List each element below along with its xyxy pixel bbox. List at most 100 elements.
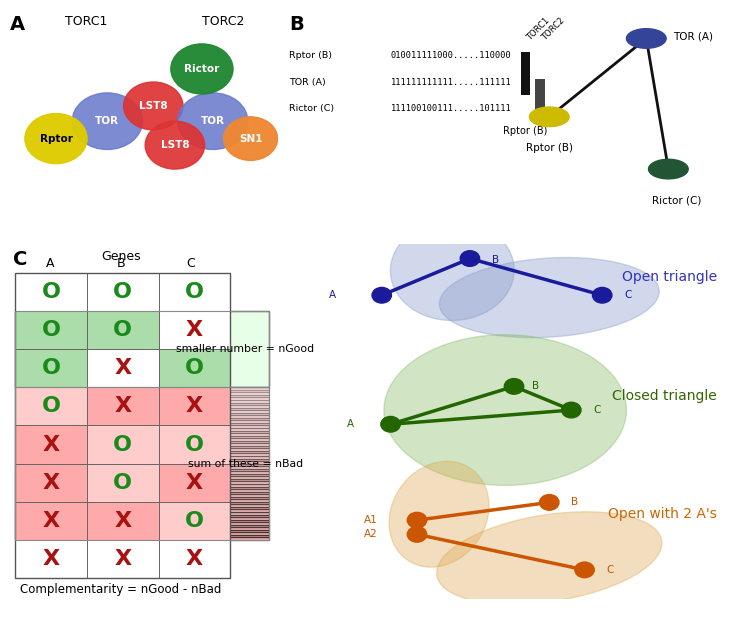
Text: O: O — [114, 282, 133, 302]
FancyBboxPatch shape — [15, 400, 270, 402]
FancyBboxPatch shape — [15, 408, 270, 410]
FancyBboxPatch shape — [15, 415, 270, 418]
FancyBboxPatch shape — [15, 479, 270, 481]
Text: Closed triangle: Closed triangle — [612, 389, 717, 403]
FancyBboxPatch shape — [15, 418, 270, 420]
Text: O: O — [185, 511, 204, 531]
Text: X: X — [114, 396, 131, 417]
Circle shape — [627, 28, 666, 48]
FancyBboxPatch shape — [15, 448, 270, 451]
Ellipse shape — [439, 258, 659, 337]
FancyBboxPatch shape — [15, 472, 270, 474]
FancyBboxPatch shape — [15, 476, 270, 479]
FancyBboxPatch shape — [15, 428, 270, 431]
FancyBboxPatch shape — [87, 540, 158, 578]
Text: LST8: LST8 — [161, 140, 189, 150]
FancyBboxPatch shape — [87, 387, 158, 425]
Text: 010011111000.....110000: 010011111000.....110000 — [391, 51, 512, 61]
Text: TORC1: TORC1 — [65, 15, 107, 28]
FancyBboxPatch shape — [15, 387, 87, 425]
FancyBboxPatch shape — [15, 431, 270, 433]
Text: B: B — [531, 381, 539, 391]
Text: O: O — [114, 473, 133, 493]
FancyBboxPatch shape — [15, 538, 270, 540]
Text: B: B — [492, 255, 499, 265]
FancyBboxPatch shape — [15, 425, 87, 464]
FancyBboxPatch shape — [15, 387, 270, 390]
FancyBboxPatch shape — [535, 78, 545, 112]
Circle shape — [372, 287, 391, 303]
FancyBboxPatch shape — [15, 532, 270, 535]
FancyBboxPatch shape — [87, 273, 158, 311]
FancyBboxPatch shape — [15, 466, 270, 468]
Text: A1: A1 — [364, 515, 377, 525]
FancyBboxPatch shape — [15, 390, 270, 392]
FancyBboxPatch shape — [15, 527, 270, 530]
Text: TOR (A): TOR (A) — [673, 32, 712, 41]
Text: C: C — [12, 250, 27, 269]
Text: TORC1: TORC1 — [526, 17, 552, 43]
FancyBboxPatch shape — [15, 425, 270, 428]
Text: X: X — [186, 473, 203, 493]
FancyBboxPatch shape — [15, 484, 270, 486]
Text: X: X — [43, 434, 60, 454]
Text: X: X — [186, 320, 203, 340]
Text: C: C — [187, 257, 196, 270]
Circle shape — [408, 527, 427, 542]
FancyBboxPatch shape — [15, 468, 270, 472]
Text: O: O — [42, 358, 61, 378]
Circle shape — [460, 251, 479, 266]
Text: C: C — [607, 565, 614, 575]
FancyBboxPatch shape — [15, 436, 270, 438]
Text: A2: A2 — [364, 530, 377, 540]
FancyBboxPatch shape — [15, 456, 270, 459]
FancyBboxPatch shape — [15, 464, 270, 466]
FancyBboxPatch shape — [15, 486, 270, 489]
FancyBboxPatch shape — [15, 464, 87, 502]
Text: O: O — [185, 282, 204, 302]
FancyBboxPatch shape — [15, 502, 87, 540]
Text: A: A — [46, 257, 55, 270]
FancyBboxPatch shape — [15, 392, 270, 395]
Text: Open with 2 A's: Open with 2 A's — [608, 507, 717, 521]
Text: smaller number = nGood: smaller number = nGood — [176, 344, 314, 354]
FancyBboxPatch shape — [15, 540, 87, 578]
Text: X: X — [43, 511, 60, 531]
FancyBboxPatch shape — [15, 499, 270, 502]
Ellipse shape — [389, 461, 489, 567]
Circle shape — [177, 93, 248, 150]
FancyBboxPatch shape — [15, 507, 270, 509]
Text: C: C — [625, 290, 632, 300]
Circle shape — [171, 44, 233, 94]
FancyBboxPatch shape — [15, 517, 270, 520]
Circle shape — [575, 562, 594, 578]
Text: TOR: TOR — [95, 116, 119, 126]
FancyBboxPatch shape — [158, 311, 230, 349]
FancyBboxPatch shape — [87, 464, 158, 502]
FancyBboxPatch shape — [15, 402, 270, 405]
Text: O: O — [114, 320, 133, 340]
Text: Rptor (B): Rptor (B) — [504, 125, 548, 135]
FancyBboxPatch shape — [15, 420, 270, 423]
FancyBboxPatch shape — [15, 441, 270, 443]
FancyBboxPatch shape — [15, 461, 270, 464]
FancyBboxPatch shape — [15, 413, 270, 415]
FancyBboxPatch shape — [158, 273, 230, 311]
FancyBboxPatch shape — [15, 494, 270, 497]
FancyBboxPatch shape — [15, 515, 270, 517]
Circle shape — [72, 93, 142, 150]
FancyBboxPatch shape — [15, 438, 270, 441]
FancyBboxPatch shape — [158, 425, 230, 464]
FancyBboxPatch shape — [15, 443, 270, 446]
FancyBboxPatch shape — [15, 512, 270, 515]
FancyBboxPatch shape — [15, 525, 270, 527]
Text: TORC2: TORC2 — [202, 15, 245, 28]
Text: A: A — [10, 15, 25, 33]
Circle shape — [504, 379, 523, 394]
Text: O: O — [114, 434, 133, 454]
Circle shape — [408, 512, 427, 528]
Circle shape — [561, 402, 581, 418]
Text: LST8: LST8 — [139, 101, 168, 111]
FancyBboxPatch shape — [15, 459, 270, 461]
Text: Rptor (B): Rptor (B) — [526, 143, 572, 153]
